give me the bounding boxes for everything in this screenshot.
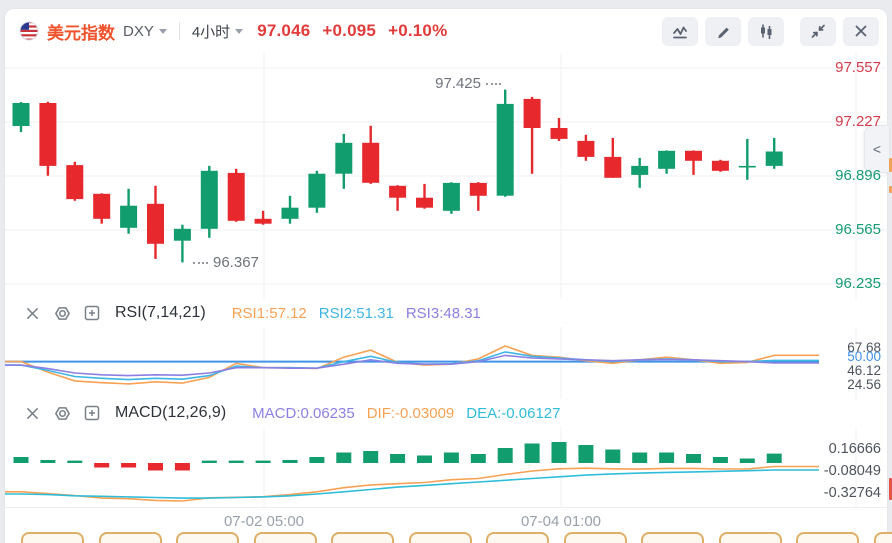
candlestick-panel[interactable]: 97.425 96.367 < 97.557 97.227 96.896 96.565… bbox=[5, 53, 889, 299]
time-tick-label: 07-02 05:00 bbox=[223, 513, 305, 530]
dotted-leader bbox=[193, 261, 208, 264]
rsi-header: RSI(7,14,21) RSI1:57.12 RSI2:51.31 RSI3:… bbox=[5, 299, 889, 327]
low-price-annotation: 96.367 bbox=[193, 254, 259, 271]
divider bbox=[178, 22, 180, 40]
gear-icon bbox=[54, 406, 70, 420]
dea-value: DEA:-0.06127 bbox=[466, 404, 561, 422]
quick-range-button[interactable] bbox=[176, 532, 239, 543]
timeframe-selector[interactable]: 4小时 bbox=[191, 21, 244, 42]
quick-range-button[interactable] bbox=[796, 532, 859, 543]
axis-label: 46.12 bbox=[847, 363, 881, 378]
quick-range-button[interactable] bbox=[253, 532, 317, 543]
quick-range-button[interactable] bbox=[641, 532, 704, 543]
rsi-chart[interactable] bbox=[5, 327, 889, 399]
indicator-line-button[interactable] bbox=[662, 16, 698, 46]
chevron-down-icon bbox=[235, 28, 244, 34]
collapse-icon bbox=[811, 24, 825, 38]
quick-range-button[interactable] bbox=[873, 532, 892, 543]
draw-pencil-icon bbox=[718, 27, 729, 39]
axis-label: 97.557 bbox=[835, 59, 881, 76]
time-axis: 07-02 05:00 07-04 01:00 bbox=[5, 507, 889, 533]
price-change: +0.095 bbox=[322, 21, 377, 40]
rsi-close-button[interactable] bbox=[23, 304, 41, 322]
close-icon bbox=[26, 307, 38, 319]
gear-icon bbox=[54, 306, 70, 320]
quick-range-button[interactable] bbox=[718, 532, 782, 543]
close-icon bbox=[855, 25, 867, 37]
chevron-down-icon bbox=[158, 28, 167, 34]
axis-label: 67.68 bbox=[847, 340, 881, 355]
rsi-expand-button[interactable] bbox=[83, 304, 101, 322]
quick-range-button[interactable] bbox=[98, 532, 162, 543]
plus-square-icon bbox=[84, 305, 100, 321]
macd-settings-button[interactable] bbox=[53, 404, 71, 422]
chevron-left-icon: < bbox=[872, 141, 882, 157]
axis-label: 96.896 bbox=[835, 167, 881, 184]
dif-value: DIF:-0.03009 bbox=[366, 404, 455, 422]
draw-pencil-button[interactable] bbox=[705, 16, 741, 46]
macd-expand-button[interactable] bbox=[83, 404, 101, 422]
axis-label: 96.235 bbox=[835, 275, 881, 292]
macd-value: MACD:0.06235 bbox=[252, 404, 355, 422]
last-price: 97.046 bbox=[257, 21, 311, 40]
close-chart-button[interactable] bbox=[843, 16, 879, 46]
collapse-button[interactable] bbox=[800, 16, 836, 46]
symbol-selector[interactable]: DXY bbox=[123, 23, 167, 40]
quick-range-button[interactable] bbox=[563, 532, 627, 543]
macd-close-button[interactable] bbox=[23, 404, 41, 422]
plus-square-icon bbox=[84, 405, 100, 421]
rsi-panel[interactable]: 67.68 50.00 46.12 24.56 bbox=[5, 327, 889, 399]
high-price-annotation: 97.425 bbox=[325, 75, 501, 92]
dotted-leader bbox=[486, 82, 501, 85]
rsi-title: RSI(7,14,21) bbox=[115, 304, 206, 321]
macd-panel[interactable]: 0.16666 -0.08049 -0.32764 bbox=[5, 427, 889, 507]
rsi3-value: RSI3:48.31 bbox=[405, 304, 481, 322]
symbol-label: DXY bbox=[123, 22, 154, 40]
price-change-percent: +0.10% bbox=[388, 21, 448, 40]
axis-label: 24.56 bbox=[847, 377, 881, 392]
quick-range-button[interactable] bbox=[21, 532, 84, 543]
chart-card: 美元指数 DXY 4小时 97.046 +0.095 +0.10% bbox=[4, 8, 892, 543]
candlestick-style-button[interactable] bbox=[748, 16, 784, 46]
rsi2-value: RSI2:51.31 bbox=[318, 304, 394, 322]
axis-label: -0.32764 bbox=[823, 485, 881, 501]
chart-toolbar bbox=[662, 16, 879, 46]
edge-sliver bbox=[889, 158, 892, 172]
close-icon bbox=[26, 407, 38, 419]
timeframe-label: 4小时 bbox=[191, 23, 231, 41]
rsi-settings-button[interactable] bbox=[53, 304, 71, 322]
macd-header: MACD(12,26,9) MACD:0.06235 DIF:-0.03009 … bbox=[5, 399, 889, 427]
axis-label: -0.08049 bbox=[823, 463, 881, 479]
candlestick-style-icon bbox=[761, 24, 772, 39]
chart-header: 美元指数 DXY 4小时 97.046 +0.095 +0.10% bbox=[5, 9, 887, 53]
axis-label: 97.227 bbox=[835, 113, 881, 130]
panel-collapse-tab[interactable]: < bbox=[864, 125, 889, 173]
quick-range-button[interactable] bbox=[331, 532, 394, 543]
edge-sliver bbox=[889, 478, 892, 500]
axis-label: 50.00 bbox=[847, 349, 881, 364]
rsi1-value: RSI1:57.12 bbox=[231, 304, 307, 322]
edge-sliver bbox=[889, 186, 892, 193]
quick-range-button[interactable] bbox=[486, 532, 549, 543]
candlestick-chart[interactable] bbox=[5, 53, 889, 299]
low-price-label: 96.367 bbox=[213, 254, 259, 271]
macd-title: MACD(12,26,9) bbox=[115, 404, 227, 421]
instrument-title: 美元指数 bbox=[47, 23, 115, 43]
macd-chart[interactable] bbox=[5, 427, 889, 507]
quick-range-bar bbox=[5, 532, 892, 543]
indicator-line-icon bbox=[673, 26, 687, 39]
axis-label: 0.16666 bbox=[828, 441, 881, 457]
time-tick-label: 07-04 01:00 bbox=[520, 513, 602, 530]
axis-label: 96.565 bbox=[835, 221, 881, 238]
quick-range-button[interactable] bbox=[408, 532, 472, 543]
high-price-label: 97.425 bbox=[435, 75, 481, 92]
us-flag-icon bbox=[19, 21, 39, 41]
